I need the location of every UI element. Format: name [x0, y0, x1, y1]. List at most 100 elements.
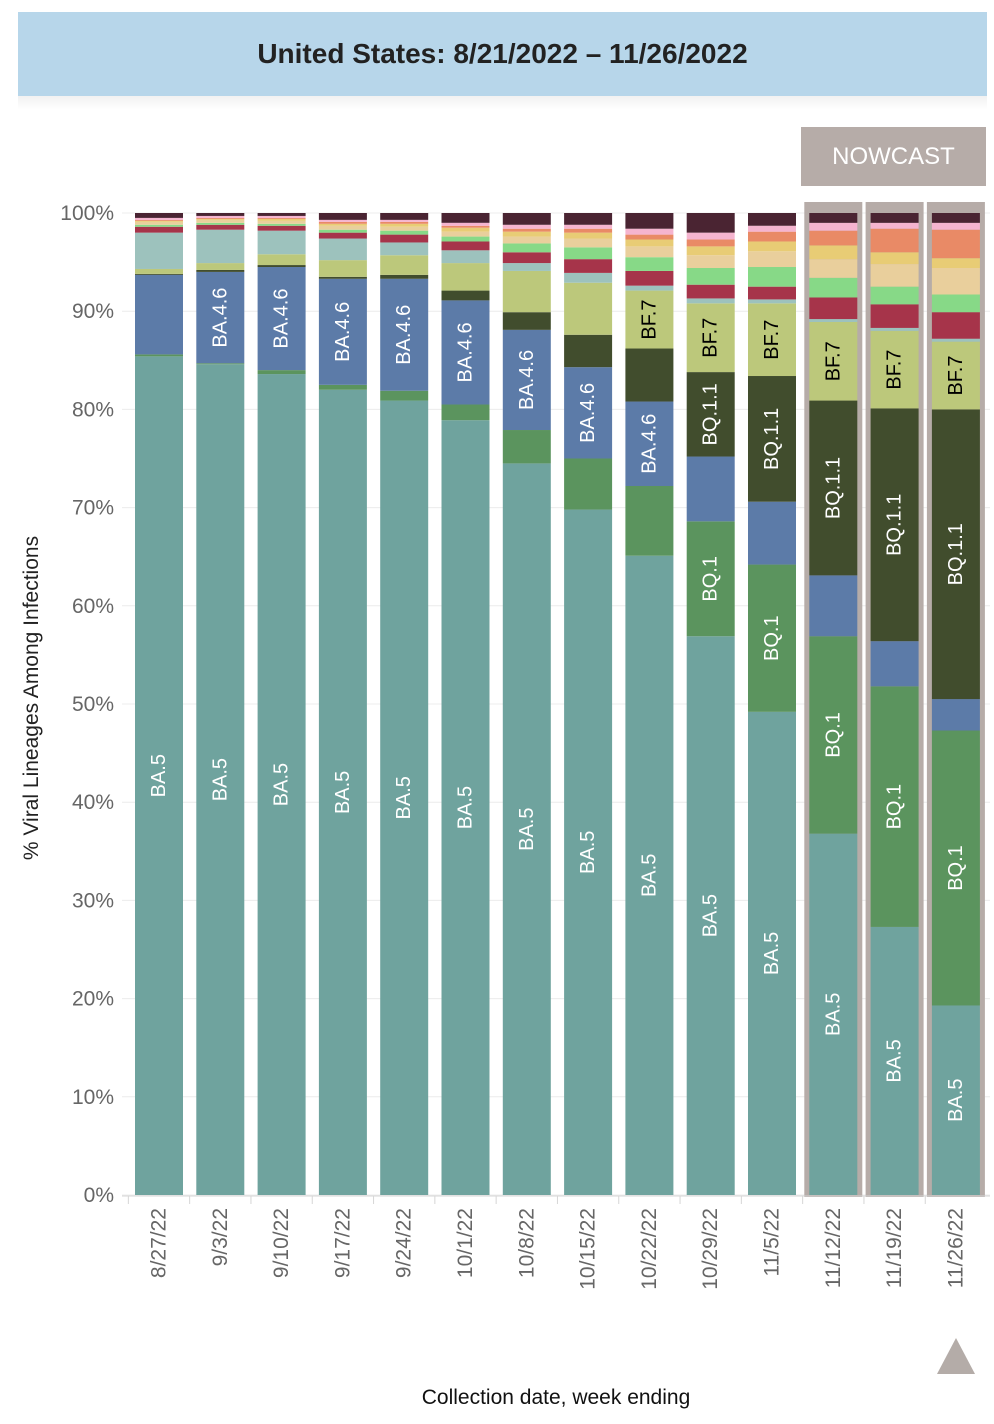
bar-segment — [318, 278, 367, 385]
bar-segment — [196, 364, 245, 1195]
bar-segment — [564, 367, 613, 459]
bar-segment — [686, 521, 735, 637]
bar-segment — [380, 390, 429, 401]
bar-segment — [441, 231, 490, 237]
x-axis-label: Collection date, week ending — [421, 1386, 691, 1409]
bar-segment — [748, 213, 796, 226]
bar-segment — [748, 251, 796, 268]
bar-segment — [380, 213, 429, 220]
bar-segment — [441, 225, 490, 228]
bar-segment-label: BA.4.6 — [516, 350, 538, 410]
bar-segment — [257, 254, 306, 266]
bar-segment — [380, 242, 429, 256]
bar-segment — [809, 636, 858, 834]
bar-segment — [135, 219, 183, 221]
bar-segment — [931, 267, 980, 295]
bar-segment — [625, 234, 674, 240]
bar-segment — [625, 290, 674, 349]
nowcast-badge: NOWCAST — [801, 127, 986, 186]
bar-segment — [931, 341, 980, 410]
x-tick-label: 10/22/22 — [638, 1208, 661, 1290]
bar-segment — [931, 699, 980, 731]
bar-segment — [686, 284, 735, 299]
bar-segment-label: BF.7 — [761, 320, 783, 360]
bar-segment — [748, 501, 796, 565]
y-tick-label: 60% — [72, 595, 114, 618]
bar-segment — [257, 370, 306, 375]
bar-segment — [257, 230, 306, 255]
bar-segment — [318, 213, 367, 220]
bar-segment — [931, 222, 980, 230]
bar-segment — [196, 271, 245, 364]
bar-segment — [625, 257, 674, 271]
bar-segment — [748, 564, 796, 712]
bar-segment — [318, 232, 367, 239]
bar-segment — [196, 222, 245, 225]
bar-segment — [564, 228, 613, 233]
bar-segment — [870, 327, 919, 331]
y-tick-label: 100% — [60, 202, 114, 225]
bar-segment-label: BF.7 — [822, 341, 844, 381]
bar-segment — [257, 220, 306, 224]
bar-segment-label: BQ.1.1 — [822, 457, 844, 519]
bar-segment — [625, 270, 674, 286]
bar-segment — [441, 236, 490, 242]
bar-segment-label: BA.5 — [761, 932, 783, 975]
bar-segment — [441, 263, 490, 291]
bar-segment — [870, 264, 919, 287]
bar-segment-label: BA.5 — [945, 1079, 967, 1122]
bar-segment-label: BA.4.6 — [577, 383, 599, 443]
bar-segment — [748, 299, 796, 304]
bar-segment — [748, 231, 796, 242]
bar-segment — [380, 255, 429, 275]
bar-segment — [931, 312, 980, 339]
bar-segment-label: BA.5 — [271, 763, 293, 806]
bar-segment-label: BQ.1 — [822, 712, 844, 758]
bar-segment — [931, 229, 980, 259]
bar-segment-label: BA.4.6 — [455, 322, 477, 382]
scroll-to-top-icon[interactable] — [937, 1338, 975, 1374]
bar-segment — [809, 259, 858, 278]
bar-segment-label: BF.7 — [638, 300, 660, 340]
bar-segment — [441, 300, 490, 405]
bar-segment — [870, 330, 919, 409]
bar-segment-label: BA.5 — [455, 786, 477, 829]
bar-segment — [380, 223, 429, 227]
bar-segment-label: BQ.1.1 — [700, 383, 722, 445]
bar-segment-label: BQ.1.1 — [761, 408, 783, 470]
bar-segment — [318, 219, 367, 222]
bar-segment — [870, 228, 919, 253]
bar-segment-label: BA.4.6 — [209, 288, 231, 348]
bar-segment — [380, 278, 429, 391]
bar-segment — [441, 420, 490, 1195]
bar-segment — [380, 230, 429, 235]
bar-segment — [502, 252, 551, 264]
bar-segment — [748, 711, 796, 1195]
bar-segment — [748, 303, 796, 377]
bar-segment — [441, 213, 490, 223]
bar-segment-label: BQ.1 — [700, 556, 722, 602]
bar-segment — [686, 213, 735, 233]
bar-segment — [135, 221, 183, 225]
bar-segment-label: BA.5 — [700, 894, 722, 937]
bar-segment — [502, 463, 551, 1195]
bar-segment — [196, 363, 245, 365]
bar-segment — [564, 334, 613, 368]
bar-segment — [135, 224, 183, 227]
x-tick-label: 10/8/22 — [515, 1208, 538, 1278]
x-tick-label: 9/3/22 — [209, 1208, 232, 1266]
bar-segment — [196, 263, 245, 270]
bar-segment — [257, 374, 306, 1196]
bar-segment — [686, 372, 735, 457]
x-tick-label: 9/17/22 — [331, 1208, 354, 1278]
bar-segment — [257, 218, 306, 221]
bar-segment — [870, 304, 919, 328]
bar-segment — [441, 227, 490, 232]
bar-segment — [502, 228, 551, 232]
bar-segment — [318, 238, 367, 261]
bar-segment-label: BA.5 — [638, 854, 660, 897]
bar-segment-label: BQ.1.1 — [884, 494, 906, 556]
bar-segment — [625, 213, 674, 229]
bar-segment — [931, 258, 980, 268]
bar-segment — [380, 226, 429, 231]
